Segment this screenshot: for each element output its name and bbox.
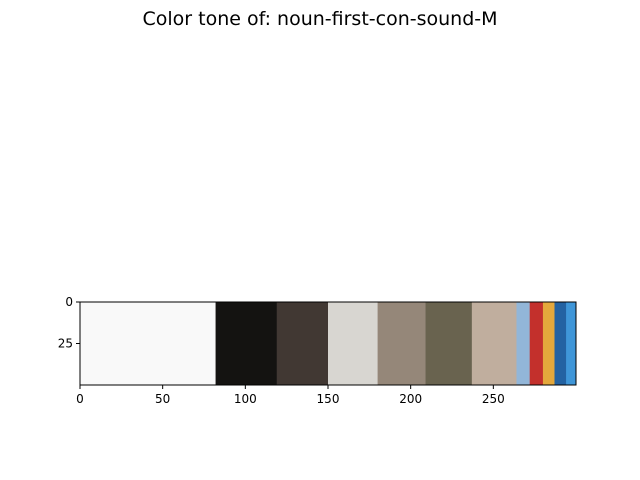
color-segment-0: [80, 302, 217, 385]
color-segment-8: [529, 302, 544, 385]
x-tick-label-2: 100: [234, 392, 257, 406]
color-segment-4: [377, 302, 427, 385]
x-tick-label-5: 250: [482, 392, 505, 406]
y-axis: 0 25: [58, 295, 80, 351]
color-segment-1: [215, 302, 278, 385]
x-axis: 0 50 100 150 200 250: [76, 385, 505, 406]
x-tick-label-4: 200: [399, 392, 422, 406]
color-segment-9: [542, 302, 556, 385]
color-segment-11: [566, 302, 577, 385]
color-segment-2: [276, 302, 329, 385]
x-tick-label-0: 0: [76, 392, 84, 406]
plot-frame: [79, 301, 577, 386]
color-segment-10: [554, 302, 567, 385]
color-segment-5: [425, 302, 473, 385]
color-segment-6: [471, 302, 517, 385]
chart-title: Color tone of: noun-first-con-sound-M: [142, 8, 497, 30]
y-tick-label-0: 0: [65, 295, 73, 309]
y-tick-label-1: 25: [58, 337, 73, 351]
color-segments: [80, 302, 577, 385]
color-segment-3: [328, 302, 379, 385]
x-tick-label-1: 50: [155, 392, 170, 406]
color-segment-7: [516, 302, 531, 385]
x-tick-label-3: 150: [317, 392, 340, 406]
